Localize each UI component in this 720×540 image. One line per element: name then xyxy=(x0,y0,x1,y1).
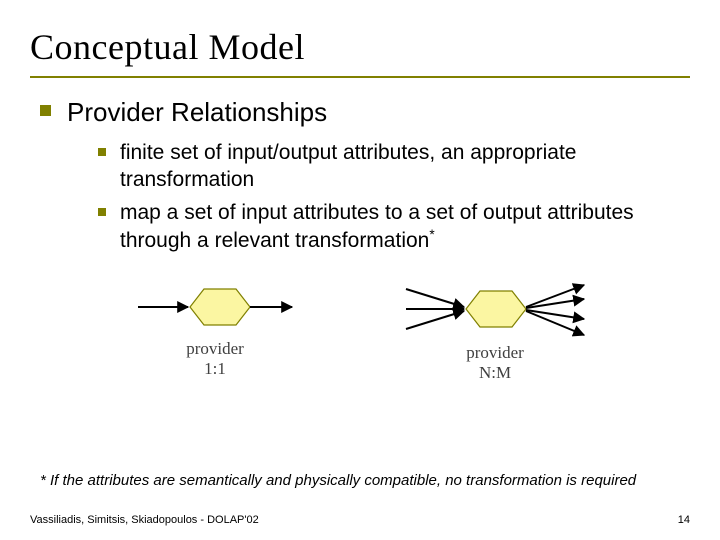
square-bullet-icon xyxy=(98,148,106,156)
diagram-right-label2: N:M xyxy=(479,363,511,382)
heading-text: Provider Relationships xyxy=(67,96,327,129)
footnote: * If the attributes are semantically and… xyxy=(40,471,680,491)
diagram-left-label: provider 1:1 xyxy=(186,339,244,380)
hexagon-icon xyxy=(400,277,590,341)
diagram-right: provider N:M xyxy=(400,277,590,384)
bullet-text-2-sup: * xyxy=(429,227,434,242)
hexagon-icon xyxy=(130,277,300,337)
page-number: 14 xyxy=(678,514,690,526)
diagram-left-label1: provider xyxy=(186,339,244,358)
diagrams-row: provider 1:1 xyxy=(40,277,680,384)
square-bullet-icon xyxy=(98,208,106,216)
diagram-right-label1: provider xyxy=(466,343,524,362)
diagram-left: provider 1:1 xyxy=(130,277,300,384)
slide-title: Conceptual Model xyxy=(0,0,720,74)
square-bullet-icon xyxy=(40,105,51,116)
list-item: finite set of input/output attributes, a… xyxy=(98,139,680,194)
footer-citation: Vassiliadis, Simitsis, Skiadopoulos - DO… xyxy=(30,514,259,526)
heading-row: Provider Relationships xyxy=(40,96,680,129)
bullet-text-2: map a set of input attributes to a set o… xyxy=(120,199,680,255)
list-item: map a set of input attributes to a set o… xyxy=(98,199,680,255)
footnote-text: If the attributes are semantically and p… xyxy=(50,472,636,489)
footnote-marker: * xyxy=(40,472,50,489)
sub-bullets: finite set of input/output attributes, a… xyxy=(40,139,680,255)
content-area: Provider Relationships finite set of inp… xyxy=(0,78,720,383)
slide: Conceptual Model Provider Relationships … xyxy=(0,0,720,540)
diagram-left-label2: 1:1 xyxy=(204,359,226,378)
diagram-right-label: provider N:M xyxy=(466,343,524,384)
bullet-text-1: finite set of input/output attributes, a… xyxy=(120,139,680,194)
bullet-text-2-main: map a set of input attributes to a set o… xyxy=(120,201,634,252)
